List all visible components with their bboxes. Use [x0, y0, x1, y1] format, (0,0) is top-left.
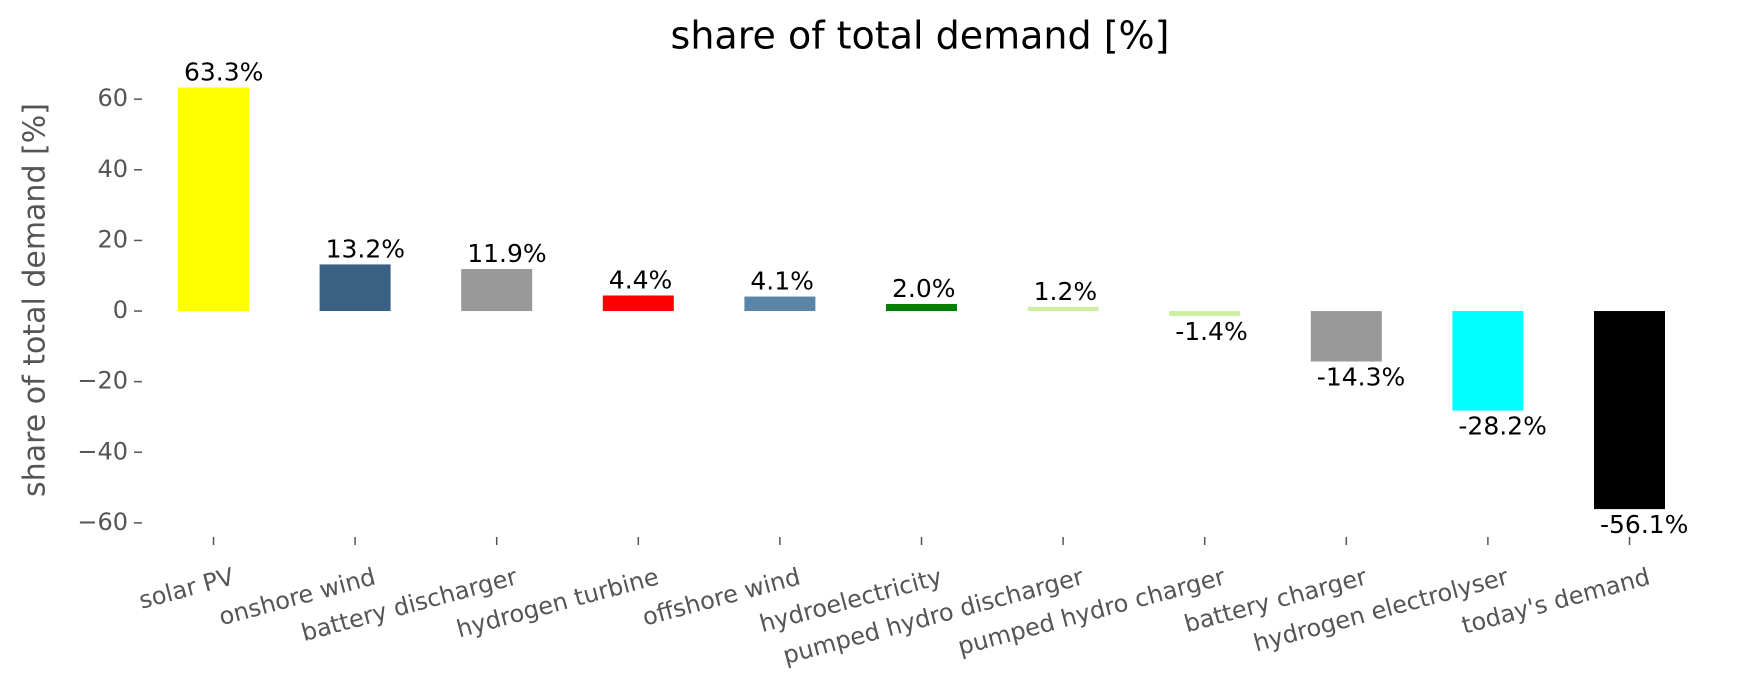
- bar: [1310, 311, 1382, 362]
- value-label: -14.3%: [1317, 363, 1405, 392]
- bar: [1169, 311, 1241, 316]
- value-label: 4.1%: [750, 267, 814, 296]
- bar: [602, 295, 674, 312]
- value-label: 63.3%: [184, 58, 263, 87]
- bar: [886, 303, 957, 312]
- y-tick-label: −20: [77, 367, 128, 395]
- y-tick-label: −60: [77, 508, 128, 536]
- y-tick-label: 60: [97, 84, 128, 112]
- chart-title: share of total demand [%]: [671, 14, 1170, 58]
- value-label: 11.9%: [467, 239, 546, 268]
- bar: [1027, 306, 1099, 312]
- y-tick-label: 40: [97, 155, 128, 183]
- bar: [744, 296, 816, 312]
- value-label: -56.1%: [1600, 510, 1688, 539]
- value-label: -28.2%: [1458, 412, 1546, 441]
- value-label: -1.4%: [1175, 317, 1248, 346]
- y-tick-label: −40: [77, 437, 128, 465]
- bar: [178, 87, 249, 312]
- bar: [1594, 311, 1665, 510]
- value-label: 13.2%: [326, 234, 405, 263]
- bar: [1452, 311, 1524, 411]
- bar: [461, 269, 533, 312]
- value-label: 4.4%: [609, 265, 673, 294]
- value-label: 2.0%: [892, 274, 956, 303]
- bar: [319, 264, 391, 312]
- y-tick-label: 0: [113, 296, 128, 324]
- value-label: 1.2%: [1034, 277, 1098, 306]
- y-tick-label: 20: [97, 225, 128, 253]
- y-axis-label: share of total demand [%]: [18, 103, 53, 497]
